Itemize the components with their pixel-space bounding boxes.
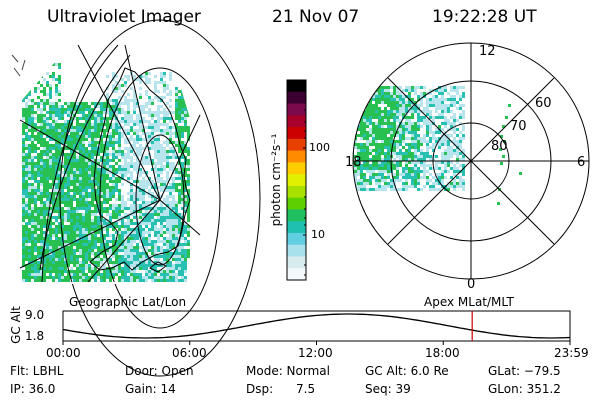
info-door: Door: Open (125, 364, 194, 378)
timeline-x-tick-1: 06:00 (172, 346, 207, 360)
timeline-x-tick-3: 18:00 (425, 346, 460, 360)
info-mode: Mode: Normal (246, 364, 330, 378)
info-filter: Flt: LBHL (10, 364, 64, 378)
timeline-y-tick-min: 1.8 (25, 329, 45, 343)
altitude-curve (62, 313, 571, 339)
mlt-label-midnight: 0 (467, 277, 476, 292)
observation-date: 21 Nov 07 (272, 7, 360, 27)
mlat-label-70: 70 (510, 119, 527, 134)
observation-time: 19:22:28 UT (432, 7, 537, 27)
mlt-label-dusk: 18 (345, 155, 362, 170)
color-scale-bar (286, 79, 307, 281)
color-scale-step (287, 150, 306, 163)
lat-lon-grid (19, 19, 261, 377)
color-scale-step (287, 244, 306, 258)
info-seq: Seq: 39 (365, 382, 411, 396)
color-scale-step (287, 162, 306, 175)
altitude-timeline (62, 310, 571, 345)
colorbar-tick-100: 100 (309, 141, 330, 154)
color-scale-step (287, 221, 306, 234)
mlt-label-dawn: 6 (577, 155, 586, 170)
color-scale-step (287, 256, 306, 269)
timeline-x-tick-4: 23:59 (554, 346, 589, 360)
instrument-title: Ultraviolet Imager (47, 7, 201, 27)
info-glon: GLon: 351.2 (488, 382, 561, 396)
mlt-label-noon: 12 (479, 44, 496, 59)
color-scale-step (287, 127, 306, 140)
color-scale-step (287, 232, 306, 246)
info-glat: GLat: −79.5 (488, 364, 561, 378)
color-scale-step (287, 138, 306, 152)
antarctica-coastline (89, 67, 191, 273)
polar-dial-panel (352, 42, 590, 280)
color-scale-step (287, 91, 306, 105)
info-gain: Gain: 14 (125, 382, 176, 396)
info-dsp: Dsp: 7.5 (246, 382, 316, 396)
aurora-emission-pixels-geographic (22, 63, 190, 282)
timeline-x-tick-2: 12:00 (298, 346, 333, 360)
color-scale-step (287, 174, 306, 187)
colorbar-units-label: photon cm⁻²s⁻¹ (269, 133, 283, 227)
aurora-emission-pixels-magnetic (353, 86, 522, 205)
info-gc-alt: GC Alt: 6.0 Re (365, 364, 449, 378)
color-scale-step (287, 115, 306, 128)
geographic-map-panel (11, 19, 261, 377)
color-scale-step (287, 209, 306, 222)
color-scale-step (287, 103, 306, 116)
timeline-x-tick-0: 00:00 (46, 346, 81, 360)
timeline-y-tick-max: 9.0 (25, 308, 45, 322)
color-scale-step (287, 80, 306, 93)
color-scale-step (287, 197, 306, 211)
info-ip: IP: 36.0 (10, 382, 56, 396)
timeline-ticks (62, 341, 571, 345)
grid-edge-ticks (11, 54, 26, 77)
mlat-mlt-grid (352, 42, 590, 280)
color-scale-ticks (303, 109, 306, 276)
color-scale-gradient (287, 80, 306, 281)
timeline-y-label: GC Alt (9, 306, 23, 344)
magnetic-caption: Apex MLat/MLT (424, 295, 514, 309)
mlat-label-80: 80 (491, 139, 508, 154)
color-scale-step (287, 185, 306, 199)
geographic-caption: Geographic Lat/Lon (69, 295, 187, 309)
colorbar-tick-10: 10 (311, 228, 325, 241)
mlat-label-60: 60 (535, 96, 552, 111)
color-scale-step (287, 268, 306, 281)
